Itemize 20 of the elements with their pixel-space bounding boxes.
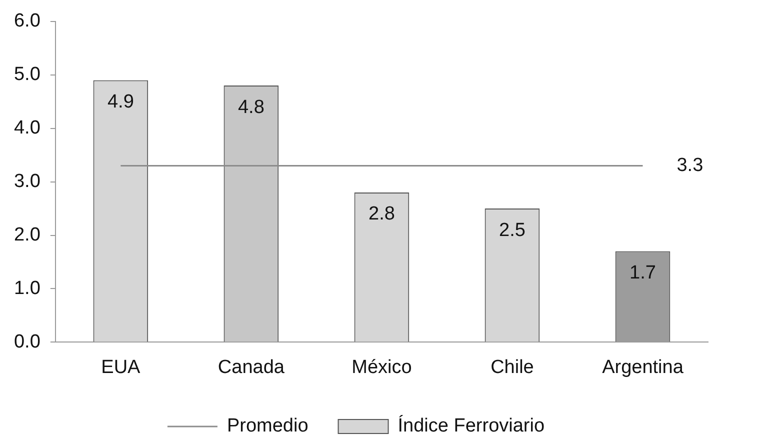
data-label: 1.7 xyxy=(630,262,656,284)
legend-label: Promedio xyxy=(226,416,308,437)
x-tick-label: Argentina xyxy=(602,356,684,378)
data-label: 2.5 xyxy=(499,220,526,241)
y-tick-label: 0.0 xyxy=(14,331,40,352)
x-tick-label: EUA xyxy=(101,356,141,378)
y-tick-label: 2.0 xyxy=(14,224,40,246)
data-label: 3.3 xyxy=(676,154,704,176)
y-tick-label: 1.0 xyxy=(14,278,40,299)
x-tick-label: Chile xyxy=(490,356,534,378)
data-label: 4.8 xyxy=(238,96,264,118)
y-tick-label: 5.0 xyxy=(14,64,40,86)
x-tick-label: México xyxy=(352,356,412,378)
y-tick-label: 6.0 xyxy=(14,10,40,32)
data-label: 2.8 xyxy=(368,204,395,225)
x-tick-label: Canada xyxy=(218,356,285,378)
data-label: 4.9 xyxy=(107,91,134,112)
legend-label: Índice Ferroviario xyxy=(398,414,545,437)
y-tick-label: 3.0 xyxy=(14,171,40,192)
y-tick-label: 4.0 xyxy=(14,118,40,139)
